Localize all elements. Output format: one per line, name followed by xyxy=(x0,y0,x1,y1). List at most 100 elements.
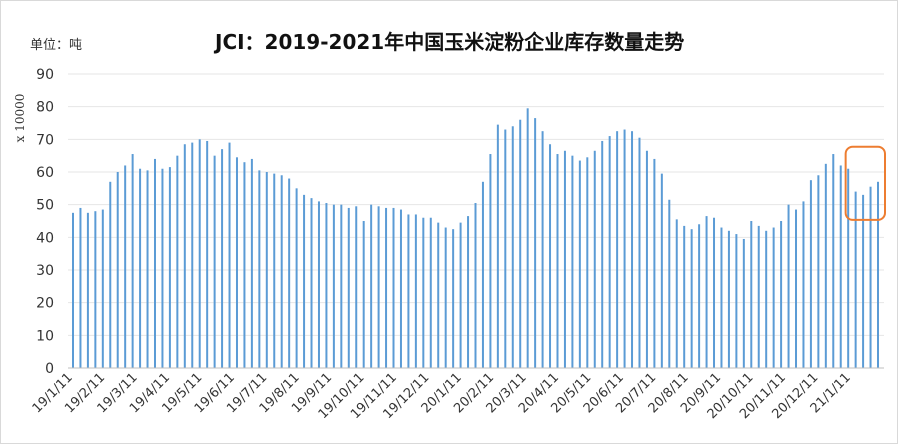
bar xyxy=(877,181,879,368)
bar xyxy=(168,167,171,368)
bar xyxy=(735,234,738,368)
bar xyxy=(780,221,783,368)
bar xyxy=(429,217,432,368)
y-tick-label: 10 xyxy=(36,328,54,344)
x-tick-labels: 19/1/1119/2/1119/3/1119/4/1119/5/1119/6/… xyxy=(30,370,854,422)
y-tick-label: 0 xyxy=(45,361,54,377)
bar xyxy=(116,172,119,368)
bar xyxy=(698,224,701,368)
bar xyxy=(86,212,89,368)
bar xyxy=(854,191,857,368)
bar xyxy=(265,172,268,368)
unit-label: 单位：吨 xyxy=(30,38,83,53)
bar xyxy=(765,230,768,368)
bar xyxy=(496,124,499,368)
bar xyxy=(467,216,470,368)
bar xyxy=(847,168,850,368)
bar xyxy=(288,178,291,368)
bar xyxy=(750,221,753,368)
bar xyxy=(355,206,358,368)
bar xyxy=(161,168,164,368)
bar xyxy=(645,150,648,368)
bar xyxy=(511,126,514,369)
bar xyxy=(713,217,716,368)
y-tick-label: 90 xyxy=(36,67,54,83)
y-tick-label: 80 xyxy=(36,100,54,116)
y-tick-label: 60 xyxy=(36,165,54,181)
bar xyxy=(258,170,261,368)
bar xyxy=(437,222,440,368)
bar xyxy=(340,204,343,368)
bar xyxy=(757,225,760,368)
bar xyxy=(690,229,693,368)
bar xyxy=(124,165,127,368)
bar xyxy=(683,225,686,368)
bar xyxy=(653,158,656,368)
y-axis-label: x 10000 xyxy=(13,94,27,143)
bar xyxy=(206,140,209,368)
bar xyxy=(399,209,402,368)
bar xyxy=(668,199,671,368)
bar xyxy=(519,119,522,368)
bar xyxy=(191,142,194,368)
bar xyxy=(795,209,798,368)
bar xyxy=(310,198,313,368)
bar xyxy=(809,180,812,368)
y-tick-label: 70 xyxy=(36,132,54,148)
bar xyxy=(459,222,462,368)
bar xyxy=(526,108,529,369)
bar xyxy=(347,207,350,368)
bar xyxy=(370,204,373,368)
bar xyxy=(213,155,216,368)
bar xyxy=(131,154,134,368)
bar xyxy=(824,163,827,368)
bar xyxy=(407,214,410,368)
bar xyxy=(563,150,566,368)
bar xyxy=(72,212,74,368)
bar xyxy=(623,129,626,368)
bar xyxy=(720,227,723,368)
bar xyxy=(325,203,328,368)
y-tick-labels: 0 10 20 30 40 50 60 70 80 90 xyxy=(36,67,54,377)
bar xyxy=(146,170,149,368)
bar xyxy=(377,206,380,368)
y-tick-label: 50 xyxy=(36,198,54,214)
bar xyxy=(817,175,820,368)
bar xyxy=(474,203,477,368)
bar xyxy=(362,221,365,368)
bar xyxy=(601,140,604,368)
bar xyxy=(295,188,298,368)
bar xyxy=(94,211,97,368)
bar xyxy=(727,230,730,368)
bar xyxy=(549,144,552,368)
bar xyxy=(153,158,156,368)
bar xyxy=(534,118,537,368)
bar xyxy=(675,219,678,368)
bar xyxy=(422,217,425,368)
bar xyxy=(832,154,835,368)
bar xyxy=(489,154,492,368)
bar xyxy=(221,149,224,368)
bar xyxy=(280,175,283,368)
bar xyxy=(504,129,507,368)
bar xyxy=(742,238,745,368)
bar xyxy=(414,214,417,368)
bar xyxy=(660,173,663,368)
bar xyxy=(139,168,142,368)
bar xyxy=(772,227,775,368)
bar xyxy=(616,131,619,368)
bar xyxy=(303,194,306,368)
bar xyxy=(243,162,246,368)
bar xyxy=(444,227,447,368)
bar xyxy=(631,131,634,368)
chart-title: JCI：2019-2021年中国玉米淀粉企业库存数量走势 xyxy=(215,30,685,54)
bar xyxy=(228,142,231,368)
bar xyxy=(541,131,544,368)
bar xyxy=(198,139,201,368)
bar xyxy=(385,207,388,368)
highlight-box xyxy=(844,145,887,221)
y-tick-label: 40 xyxy=(36,230,54,246)
bar xyxy=(869,186,872,368)
